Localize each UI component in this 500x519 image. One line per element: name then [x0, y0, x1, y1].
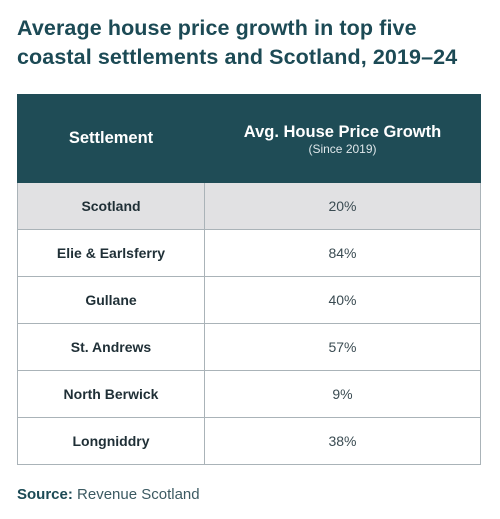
- table-row-north-berwick: North Berwick 9%: [17, 370, 481, 418]
- column-header-growth: Avg. House Price Growth (Since 2019): [204, 94, 481, 183]
- settlement-cell: Elie & Earlsferry: [17, 229, 205, 277]
- table-row-longniddry: Longniddry 38%: [17, 417, 481, 465]
- column-header-settlement: Settlement: [17, 94, 205, 183]
- settlement-cell: Gullane: [17, 276, 205, 324]
- growth-cell: 9%: [204, 370, 481, 418]
- chart-title: Average house price growth in top five c…: [17, 16, 458, 69]
- source-label: Source:: [17, 486, 73, 503]
- settlement-cell: St. Andrews: [17, 323, 205, 371]
- column-header-growth-label: Avg. House Price Growth: [243, 122, 442, 141]
- price-growth-table: Settlement Avg. House Price Growth (Sinc…: [17, 94, 481, 465]
- growth-cell: 20%: [204, 182, 481, 230]
- table-row-st-andrews: St. Andrews 57%: [17, 323, 481, 371]
- settlement-cell: North Berwick: [17, 370, 205, 418]
- growth-cell: 40%: [204, 276, 481, 324]
- growth-cell: 38%: [204, 417, 481, 465]
- settlement-cell: Longniddry: [17, 417, 205, 465]
- growth-cell: 84%: [204, 229, 481, 277]
- source-note: Source: Revenue Scotland: [17, 486, 200, 503]
- table-row-scotland: Scotland 20%: [17, 182, 481, 230]
- table-header-row: Settlement Avg. House Price Growth (Sinc…: [17, 94, 481, 183]
- column-header-growth-sublabel: (Since 2019): [308, 141, 377, 156]
- source-text: Revenue Scotland: [77, 486, 200, 503]
- growth-cell: 57%: [204, 323, 481, 371]
- table-row-gullane: Gullane 40%: [17, 276, 481, 324]
- table-row-elie-earlsferry: Elie & Earlsferry 84%: [17, 229, 481, 277]
- settlement-cell: Scotland: [17, 182, 205, 230]
